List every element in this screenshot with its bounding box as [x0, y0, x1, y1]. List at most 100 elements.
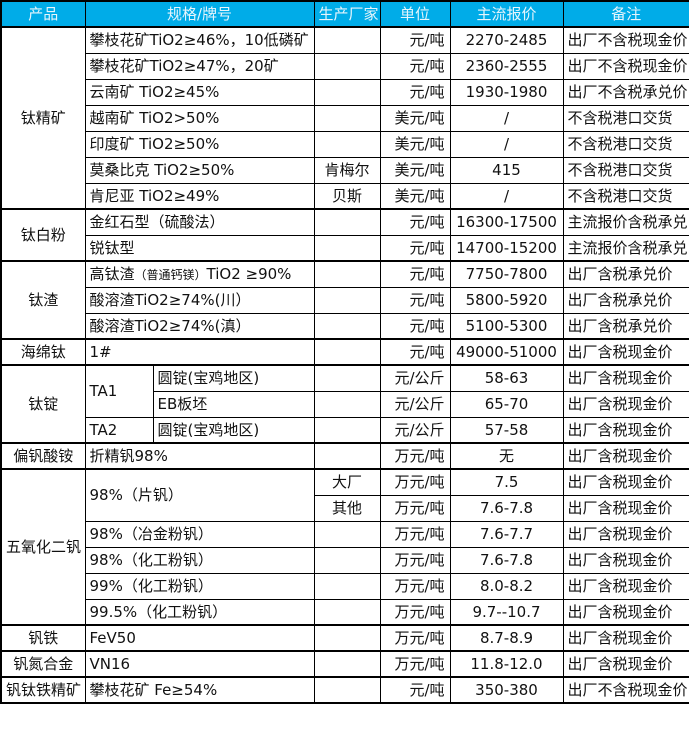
cell-manufacturer [313, 26, 381, 54]
cell-note: 出厂含税承兑价 [562, 312, 689, 340]
cell-subspec: EB板坯 [152, 390, 315, 418]
cell-spec: 印度矿 TiO2≥50% [84, 130, 315, 158]
cell-manufacturer [313, 338, 381, 366]
cell-price: 5800-5920 [449, 286, 564, 314]
header-spec: 规格/牌号 [84, 0, 315, 28]
cell-price: 7750-7800 [449, 260, 564, 288]
cell-manufacturer: 其他 [313, 494, 381, 522]
cell-note: 主流报价含税承兑 [562, 208, 689, 236]
cell-price: 7.6-7.8 [449, 494, 564, 522]
cell-unit: 万元/吨 [379, 468, 451, 496]
table-row: 攀枝花矿TiO2≥47%，20矿 元/吨 2360-2555 出厂不含税现金价 [1, 52, 689, 80]
cell-product: 钛精矿 [0, 26, 86, 210]
cell-spec: 98%（冶金粉钒） [84, 520, 315, 548]
cell-note: 出厂含税承兑价 [562, 260, 689, 288]
cell-manufacturer [313, 312, 381, 340]
cell-unit: 万元/吨 [379, 520, 451, 548]
cell-product: 五氧化二钒 [0, 468, 86, 626]
cell-unit: 元/吨 [379, 208, 451, 236]
cell-unit: 元/吨 [379, 260, 451, 288]
table-row: 锐钛型 元/吨 14700-15200 主流报价含税承兑 [1, 234, 689, 262]
cell-price: 57-58 [449, 416, 564, 444]
cell-spec: 高钛渣（普通钙镁）TiO2 ≥90% [84, 260, 315, 288]
cell-unit: 元/吨 [379, 676, 451, 704]
cell-manufacturer [313, 104, 381, 132]
cell-price: 14700-15200 [449, 234, 564, 262]
cell-unit: 万元/吨 [379, 572, 451, 600]
cell-note: 出厂含税现金价 [562, 416, 689, 444]
header-price: 主流报价 [449, 0, 564, 28]
cell-manufacturer [313, 624, 381, 652]
table-row: 印度矿 TiO2≥50% 美元/吨 / 不含税港口交货 [1, 130, 689, 158]
cell-price: 49000-51000 [449, 338, 564, 366]
cell-price: 415 [449, 156, 564, 184]
cell-note: 出厂含税现金价 [562, 364, 689, 392]
header-manufacturer: 生产厂家 [313, 0, 381, 28]
cell-unit: 万元/吨 [379, 494, 451, 522]
cell-spec: 攀枝花矿 Fe≥54% [84, 676, 315, 704]
cell-note: 出厂不含税现金价 [562, 676, 689, 704]
cell-spec: 云南矿 TiO2≥45% [84, 78, 315, 106]
cell-unit: 元/吨 [379, 78, 451, 106]
table-row: 钒钛铁精矿 攀枝花矿 Fe≥54% 元/吨 350-380 出厂不含税现金价 [0, 676, 689, 704]
cell-manufacturer [313, 208, 381, 236]
table-row: 钒氮合金 VN16 万元/吨 11.8-12.0 出厂含税现金价 [0, 650, 689, 678]
cell-manufacturer [313, 286, 381, 314]
table-row: 肯尼亚 TiO2≥49% 贝斯 美元/吨 / 不含税港口交货 [1, 182, 689, 210]
cell-unit: 美元/吨 [379, 130, 451, 158]
header-note: 备注 [562, 0, 689, 28]
cell-manufacturer [313, 416, 381, 444]
cell-spec: 肯尼亚 TiO2≥49% [84, 182, 315, 210]
cell-spec: 攀枝花矿TiO2≥47%，20矿 [84, 52, 315, 80]
cell-unit: 元/吨 [379, 26, 451, 54]
cell-price: 8.0-8.2 [449, 572, 564, 600]
cell-spec: 99.5%（化工粉钒） [84, 598, 315, 626]
spec-text-part: TiO2 ≥90% [206, 265, 292, 283]
cell-product: 钛渣 [0, 260, 86, 340]
spec-text-part: （普通钙镁） [134, 268, 207, 282]
table-row: 99.5%（化工粉钒） 万元/吨 9.7--10.7 出厂含税现金价 [1, 598, 689, 626]
cell-note: 出厂含税现金价 [562, 546, 689, 574]
cell-note: 出厂不含税现金价 [562, 52, 689, 80]
cell-manufacturer [313, 572, 381, 600]
cell-price: 2360-2555 [449, 52, 564, 80]
cell-note: 出厂含税现金价 [562, 572, 689, 600]
cell-manufacturer [313, 442, 381, 470]
table-body: 钛精矿 攀枝花矿TiO2≥46%，10低磷矿 元/吨 2270-2485 出厂不含税现金… [0, 26, 689, 704]
cell-unit: 美元/吨 [379, 156, 451, 184]
cell-spec: 98%（化工粉钒） [84, 546, 315, 574]
cell-price: 2270-2485 [449, 26, 564, 54]
cell-note: 不含税港口交货 [562, 156, 689, 184]
cell-product: 钛锭 [0, 364, 86, 444]
table-row: 钒铁 FeV50 万元/吨 8.7-8.9 出厂含税现金价 [0, 624, 689, 652]
cell-product: 钒铁 [0, 624, 86, 652]
table-row: 云南矿 TiO2≥45% 元/吨 1930-1980 出厂不含税承兑价 [1, 78, 689, 106]
table-row: TA2 圆锭(宝鸡地区) 元/公斤 57-58 出厂含税现金价 [1, 416, 689, 444]
cell-price: 无 [449, 442, 564, 470]
cell-price: 1930-1980 [449, 78, 564, 106]
table-row: 钛白粉 金红石型（硫酸法） 元/吨 16300-17500 主流报价含税承兑 [0, 208, 689, 262]
spec-text-part: 高钛渣 [89, 265, 135, 283]
cell-note: 不含税港口交货 [562, 130, 689, 158]
cell-note: 出厂含税现金价 [562, 468, 689, 496]
header-unit: 单位 [379, 0, 451, 28]
cell-manufacturer: 大厂 [313, 468, 381, 496]
table-head-row: 产品 规格/牌号 生产厂家 单位 主流报价 备注 [0, 0, 689, 28]
cell-unit: 美元/吨 [379, 182, 451, 210]
cell-manufacturer [313, 52, 381, 80]
table-row: 五氧化二钒 98%（片钒） 大厂 万元/吨 7.5 出厂含税现金价 [0, 468, 689, 626]
cell-unit: 元/吨 [379, 312, 451, 340]
cell-grade: TA2 [84, 416, 154, 444]
cell-unit: 万元/吨 [379, 546, 451, 574]
cell-manufacturer [313, 546, 381, 574]
table-row: 酸溶渣TiO2≥74%(川） 元/吨 5800-5920 出厂含税承兑价 [1, 286, 689, 314]
cell-product: 偏钒酸铵 [0, 442, 86, 470]
cell-unit: 美元/吨 [379, 104, 451, 132]
cell-unit: 元/公斤 [379, 390, 451, 418]
cell-price: 8.7-8.9 [449, 624, 564, 652]
table-row: 钛渣 高钛渣（普通钙镁）TiO2 ≥90% 元/吨 7750-7800 出厂含税承兑价 [0, 260, 689, 340]
cell-unit: 元/吨 [379, 338, 451, 366]
cell-manufacturer [313, 260, 381, 288]
cell-unit: 万元/吨 [379, 442, 451, 470]
header-product: 产品 [0, 0, 86, 28]
